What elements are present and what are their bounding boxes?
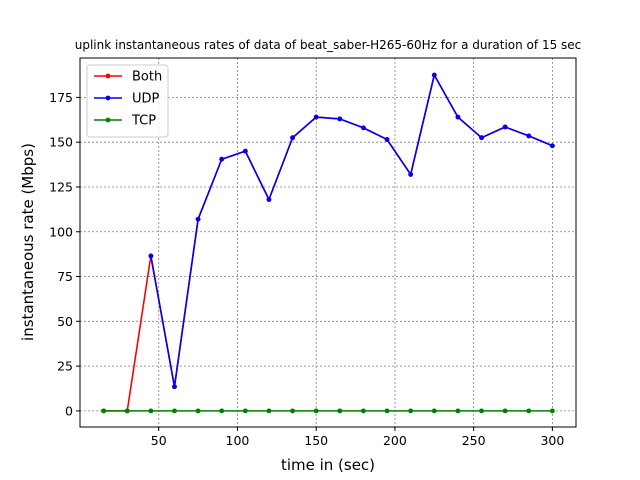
- x-tick-label: 300: [540, 433, 564, 448]
- data-point-udp: [219, 156, 225, 162]
- data-point-udp: [549, 143, 555, 149]
- y-tick-label: 50: [57, 314, 73, 329]
- data-point-tcp: [242, 408, 248, 414]
- data-point-tcp: [290, 408, 295, 414]
- data-point-tcp: [101, 408, 107, 414]
- y-tick-label: 150: [49, 135, 73, 150]
- data-point-tcp: [219, 408, 225, 414]
- data-point-tcp: [549, 408, 555, 414]
- series-udp: [148, 72, 555, 390]
- series-line-both: [103, 72, 553, 412]
- data-point-tcp: [148, 408, 154, 414]
- plot-frame: [79, 57, 577, 428]
- data-point-udp: [242, 148, 248, 154]
- data-point-udp: [337, 116, 343, 122]
- data-point-tcp: [195, 408, 201, 414]
- y-tick-label: 175: [49, 90, 73, 105]
- data-point-tcp: [124, 408, 130, 414]
- y-tick-label: 100: [49, 224, 73, 239]
- x-tick-label: 50: [151, 433, 167, 448]
- data-point-udp: [195, 216, 201, 222]
- legend-label-udp: UDP: [132, 92, 160, 107]
- data-point-tcp: [361, 408, 366, 414]
- data-point-udp: [408, 172, 414, 177]
- series-line-udp: [150, 72, 553, 387]
- data-point-udp: [266, 197, 272, 202]
- data-point-udp: [172, 384, 177, 390]
- x-tick-label: 250: [462, 433, 486, 448]
- legend-label-both: Both: [132, 70, 162, 85]
- data-point-udp: [290, 135, 295, 141]
- legend-marker-both: [105, 73, 111, 79]
- legend-marker-udp: [105, 95, 111, 101]
- data-point-tcp: [502, 408, 508, 414]
- data-point-udp: [361, 125, 366, 131]
- x-tick-label: 200: [383, 433, 407, 448]
- data-point-udp: [313, 114, 319, 120]
- chart-title: uplink instantaneous rates of data of be…: [75, 38, 582, 52]
- data-point-udp: [479, 135, 484, 141]
- axis-ticks: 50 100 150 200 250 300 0 25 50 75 100 125 150 175: [49, 90, 564, 448]
- data-point-tcp: [313, 408, 319, 414]
- y-tick-label: 25: [57, 359, 73, 374]
- data-point-udp: [384, 137, 390, 142]
- data-point-tcp: [455, 408, 461, 414]
- x-tick-label: 150: [304, 433, 328, 448]
- data-point-tcp: [479, 408, 484, 414]
- series-tcp: [101, 408, 555, 414]
- series-layer: [101, 72, 555, 414]
- x-axis-label: time in (sec): [281, 456, 375, 474]
- data-point-udp: [431, 72, 437, 78]
- data-point-udp: [502, 124, 508, 130]
- data-point-udp: [455, 114, 461, 120]
- legend-label-tcp: TCP: [131, 114, 156, 129]
- legend-marker-tcp: [105, 117, 111, 123]
- y-tick-label: 0: [65, 403, 73, 418]
- data-point-tcp: [526, 408, 532, 414]
- data-point-udp: [148, 253, 154, 259]
- data-point-tcp: [384, 408, 390, 414]
- y-tick-label: 75: [57, 269, 73, 284]
- x-tick-label: 100: [226, 433, 250, 448]
- y-tick-label: 125: [49, 179, 73, 194]
- data-point-tcp: [431, 408, 437, 414]
- data-point-tcp: [266, 408, 272, 414]
- y-axis-label: instantaneous rate (Mbps): [19, 143, 37, 341]
- data-point-tcp: [172, 408, 177, 414]
- legend: Both UDP TCP: [86, 64, 169, 138]
- data-point-udp: [526, 133, 532, 139]
- data-point-tcp: [408, 408, 414, 414]
- data-point-tcp: [337, 408, 343, 414]
